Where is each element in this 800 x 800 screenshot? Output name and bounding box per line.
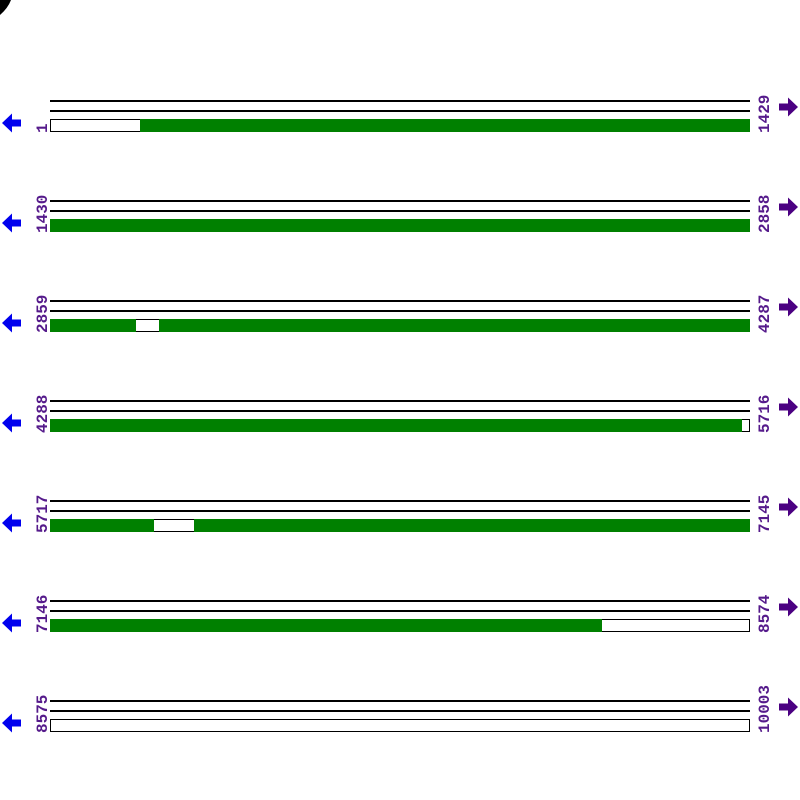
left-arrow-icon[interactable] bbox=[1, 113, 21, 133]
left-arrow-icon[interactable] bbox=[1, 713, 21, 733]
alignment-row: 8575 10003 bbox=[0, 685, 800, 748]
row-end-coordinate: 5716 bbox=[756, 394, 774, 433]
guide-line bbox=[50, 300, 750, 302]
guide-line bbox=[50, 400, 750, 402]
match-segment bbox=[50, 218, 750, 232]
match-segment bbox=[50, 418, 743, 432]
right-arrow-icon[interactable] bbox=[779, 697, 799, 717]
alignment-row: 5717 7145 bbox=[0, 495, 800, 548]
row-end-coordinate: 2858 bbox=[756, 194, 774, 233]
match-segment bbox=[50, 518, 155, 532]
right-arrow-icon[interactable] bbox=[779, 97, 799, 117]
left-arrow-icon[interactable] bbox=[1, 513, 21, 533]
guide-line bbox=[50, 410, 750, 412]
guide-line bbox=[50, 310, 750, 312]
right-arrow-icon[interactable] bbox=[779, 197, 799, 217]
right-arrow-icon[interactable] bbox=[779, 297, 799, 317]
clipped-glyph-icon bbox=[0, 0, 11, 15]
guide-line bbox=[50, 500, 750, 502]
row-end-coordinate: 7145 bbox=[756, 494, 774, 533]
right-arrow-icon[interactable] bbox=[779, 497, 799, 517]
row-end-coordinate: 10003 bbox=[756, 684, 774, 733]
row-start-coordinate: 8575 bbox=[34, 694, 52, 733]
left-arrow-icon[interactable] bbox=[1, 313, 21, 333]
alignment-row: 4288 5716 bbox=[0, 395, 800, 448]
match-segment bbox=[193, 518, 750, 532]
row-start-coordinate: 4288 bbox=[34, 394, 52, 433]
row-end-coordinate: 8574 bbox=[756, 594, 774, 633]
right-arrow-icon[interactable] bbox=[779, 597, 799, 617]
guide-line bbox=[50, 600, 750, 602]
alignment-row: 1 1429 bbox=[0, 95, 800, 148]
row-start-coordinate: 1430 bbox=[34, 194, 52, 233]
row-start-coordinate: 5717 bbox=[34, 494, 52, 533]
guide-line bbox=[50, 710, 750, 712]
right-arrow-icon[interactable] bbox=[779, 397, 799, 417]
match-segment bbox=[140, 118, 750, 132]
alignment-row: 1430 2858 bbox=[0, 195, 800, 248]
match-segment bbox=[50, 318, 137, 332]
left-arrow-icon[interactable] bbox=[1, 613, 21, 633]
alignment-track bbox=[50, 719, 750, 732]
left-arrow-icon[interactable] bbox=[1, 213, 21, 233]
alignment-row: 7146 8574 bbox=[0, 595, 800, 648]
guide-line bbox=[50, 100, 750, 102]
row-end-coordinate: 1429 bbox=[756, 94, 774, 133]
left-arrow-icon[interactable] bbox=[1, 413, 21, 433]
guide-line bbox=[50, 610, 750, 612]
guide-line bbox=[50, 510, 750, 512]
match-segment bbox=[158, 318, 750, 332]
guide-line bbox=[50, 110, 750, 112]
row-start-coordinate: 1 bbox=[34, 123, 52, 133]
row-end-coordinate: 4287 bbox=[756, 294, 774, 333]
guide-line bbox=[50, 210, 750, 212]
alignment-row: 2859 4287 bbox=[0, 295, 800, 348]
row-start-coordinate: 2859 bbox=[34, 294, 52, 333]
row-start-coordinate: 7146 bbox=[34, 594, 52, 633]
match-segment bbox=[50, 618, 603, 632]
guide-line bbox=[50, 200, 750, 202]
guide-line bbox=[50, 700, 750, 702]
